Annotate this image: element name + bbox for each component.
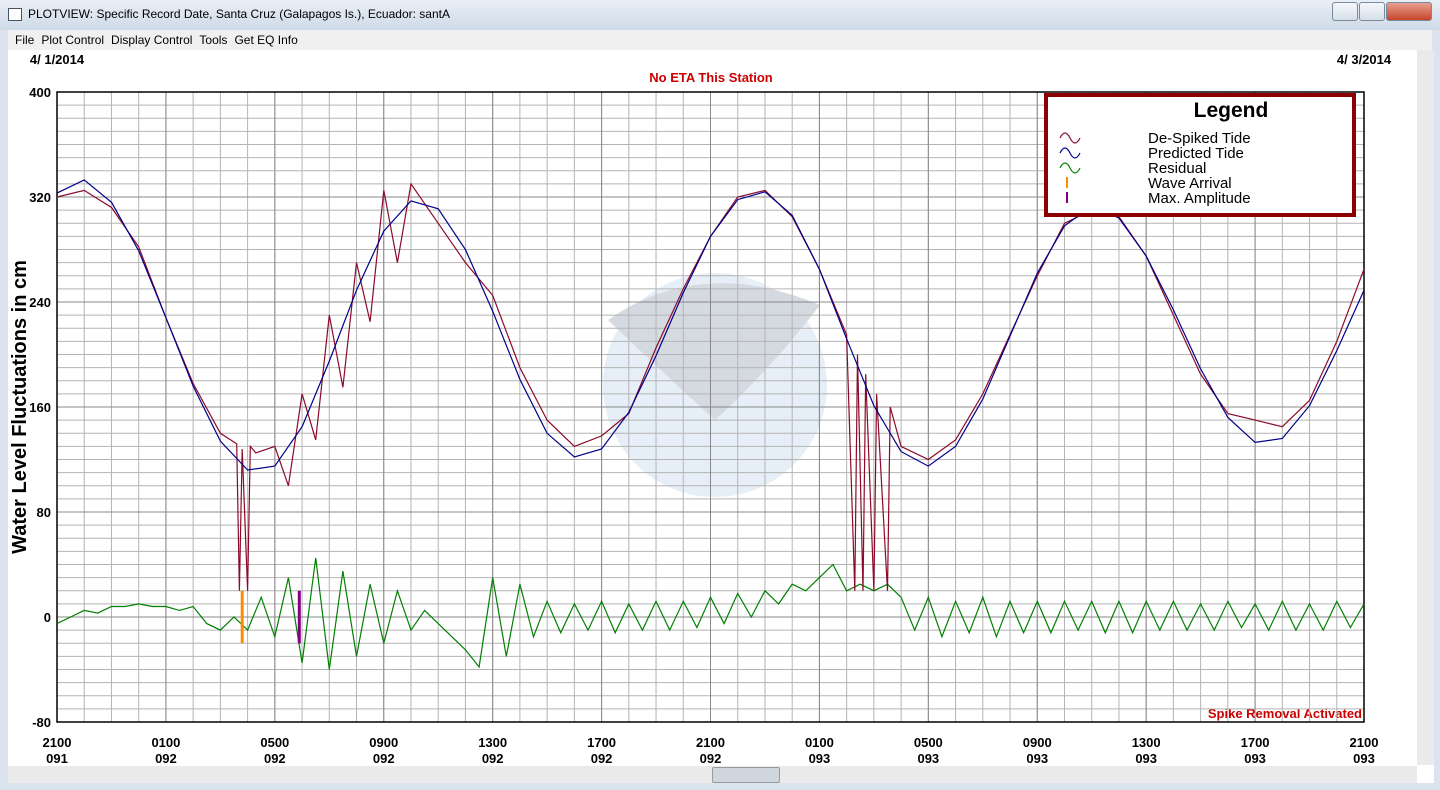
legend-swatch [1059,147,1081,159]
legend-label: Residual [1148,160,1206,177]
horizontal-scrollbar[interactable] [8,766,1417,783]
legend-swatch [1059,162,1081,174]
y-tick-label: 240 [29,295,51,310]
y-tick-label: 160 [29,400,51,415]
x-tick-label: 2100 092 [696,735,725,766]
x-tick-label: 1300 092 [478,735,507,766]
x-tick-label: 1300 093 [1132,735,1161,766]
end-date: 4/ 3/2014 [1337,52,1392,67]
y-axis-label: Water Level Fluctuations in cm [9,260,31,554]
x-tick-label: 0100 093 [805,735,834,766]
y-tick-label: 400 [29,85,51,100]
x-tick-label: 1700 092 [587,735,616,766]
watermark [603,273,827,497]
x-tick-label: 0900 092 [369,735,398,766]
menu-item[interactable]: Get EQ Info [234,33,298,47]
legend-title: Legend [1194,99,1269,122]
y-tick-label: -80 [32,715,51,730]
legend-label: De-Spiked Tide [1148,130,1251,147]
legend-label: Predicted Tide [1148,145,1244,162]
app-icon [8,8,22,21]
annotation: Spike Removal Activated [1208,706,1362,721]
x-tick-label: 0500 093 [914,735,943,766]
x-tick-label: 1700 093 [1241,735,1270,766]
legend-swatch [1059,132,1081,144]
legend-label: Wave Arrival [1148,175,1232,192]
scroll-thumb[interactable] [712,767,780,783]
maximize-button[interactable] [1359,2,1385,21]
series-line [56,557,1365,670]
vertical-scrollbar[interactable] [1417,50,1434,765]
y-tick-label: 80 [37,505,51,520]
series-line [56,179,1365,471]
title-bar: PLOTVIEW: Specific Record Date, Santa Cr… [0,0,1440,30]
start-date: 4/ 1/2014 [30,52,85,67]
x-tick-label: 2100 091 [43,735,72,766]
menu-item[interactable]: Plot Control [41,33,105,47]
y-tick-label: 320 [29,190,51,205]
x-tick-label: 0900 093 [1023,735,1052,766]
legend-label: Max. Amplitude [1148,190,1251,207]
minimize-button[interactable] [1332,2,1358,21]
x-tick-label: 0500 092 [260,735,289,766]
series-line [56,182,1365,591]
window-title: PLOTVIEW: Specific Record Date, Santa Cr… [28,7,450,21]
close-button[interactable] [1386,2,1432,21]
chart-title: No ETA This Station [649,70,773,85]
y-tick-label: 0 [44,610,51,625]
x-tick-label: 2100 093 [1350,735,1379,766]
x-tick-label: 0100 092 [151,735,180,766]
menu-bar: File Plot Control Display Control Tools Get … [8,30,1432,50]
legend-box [1044,93,1356,217]
plot-frame [56,91,1365,723]
menu-item[interactable]: Tools [199,33,228,47]
menu-item[interactable]: File [15,33,35,47]
menu-item[interactable]: Display Control [111,33,193,47]
chart: 4/ 1/2014 4/ 3/2014 No ETA This Station … [9,52,1392,766]
